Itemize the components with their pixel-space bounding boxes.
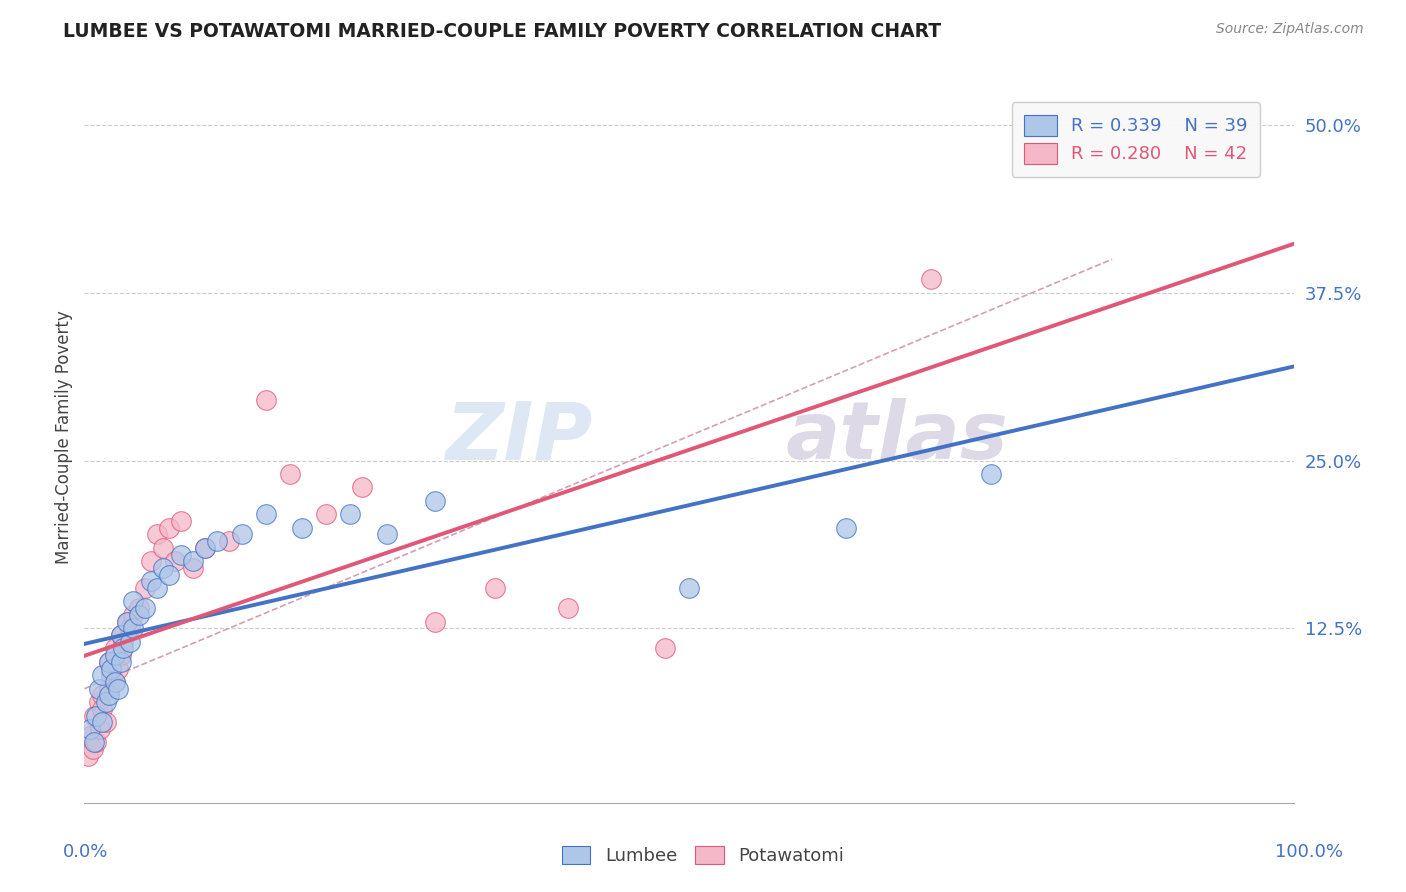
Point bbox=[79, 722, 101, 736]
Point bbox=[165, 554, 187, 568]
Point bbox=[146, 527, 169, 541]
Point bbox=[128, 607, 150, 622]
Point bbox=[97, 655, 120, 669]
Point bbox=[134, 601, 156, 615]
Legend: R = 0.339    N = 39, R = 0.280    N = 42: R = 0.339 N = 39, R = 0.280 N = 42 bbox=[1011, 103, 1260, 177]
Point bbox=[97, 681, 120, 696]
Point bbox=[678, 581, 700, 595]
Point bbox=[100, 662, 122, 676]
Point bbox=[139, 554, 162, 568]
Point bbox=[83, 735, 105, 749]
Point bbox=[120, 634, 142, 648]
Point bbox=[110, 628, 132, 642]
Point bbox=[121, 621, 143, 635]
Point bbox=[152, 541, 174, 555]
Point bbox=[484, 581, 506, 595]
Point bbox=[170, 548, 193, 562]
Point bbox=[181, 561, 204, 575]
Point bbox=[218, 534, 240, 549]
Point bbox=[157, 521, 180, 535]
Point bbox=[107, 662, 129, 676]
Point bbox=[115, 615, 138, 629]
Point bbox=[181, 554, 204, 568]
Point bbox=[207, 534, 229, 549]
Point bbox=[231, 527, 253, 541]
Point bbox=[423, 615, 446, 629]
Point bbox=[94, 695, 117, 709]
Point bbox=[134, 581, 156, 595]
Point bbox=[91, 689, 114, 703]
Y-axis label: Married-Couple Family Poverty: Married-Couple Family Poverty bbox=[55, 310, 73, 564]
Point bbox=[139, 574, 162, 589]
Point bbox=[91, 668, 114, 682]
Text: Source: ZipAtlas.com: Source: ZipAtlas.com bbox=[1216, 22, 1364, 37]
Point bbox=[110, 628, 132, 642]
Point bbox=[97, 655, 120, 669]
Point bbox=[194, 541, 217, 555]
Text: ZIP: ZIP bbox=[444, 398, 592, 476]
Point bbox=[94, 715, 117, 730]
Point bbox=[120, 621, 142, 635]
Point bbox=[104, 648, 127, 662]
Point bbox=[83, 708, 105, 723]
Point bbox=[77, 748, 100, 763]
Legend: Lumbee, Potawatomi: Lumbee, Potawatomi bbox=[553, 837, 853, 874]
Point bbox=[128, 601, 150, 615]
Point bbox=[87, 695, 110, 709]
Text: atlas: atlas bbox=[786, 398, 1008, 476]
Point bbox=[121, 594, 143, 608]
Point bbox=[86, 735, 108, 749]
Point bbox=[254, 508, 277, 522]
Point bbox=[146, 581, 169, 595]
Point bbox=[100, 668, 122, 682]
Text: 0.0%: 0.0% bbox=[63, 843, 108, 861]
Point bbox=[97, 689, 120, 703]
Point bbox=[82, 742, 104, 756]
Point bbox=[423, 493, 446, 508]
Point bbox=[194, 541, 217, 555]
Point bbox=[352, 480, 374, 494]
Point bbox=[86, 708, 108, 723]
Point bbox=[152, 561, 174, 575]
Point bbox=[79, 729, 101, 743]
Point bbox=[91, 702, 114, 716]
Point bbox=[157, 567, 180, 582]
Point bbox=[112, 634, 135, 648]
Point bbox=[980, 467, 1002, 481]
Point bbox=[104, 675, 127, 690]
Point bbox=[920, 272, 942, 286]
Point bbox=[110, 655, 132, 669]
Point bbox=[115, 615, 138, 629]
Text: 100.0%: 100.0% bbox=[1275, 843, 1343, 861]
Point bbox=[87, 681, 110, 696]
Point bbox=[254, 393, 277, 408]
Point bbox=[170, 514, 193, 528]
Point bbox=[89, 722, 111, 736]
Point bbox=[375, 527, 398, 541]
Point bbox=[315, 508, 337, 522]
Point bbox=[112, 641, 135, 656]
Point bbox=[278, 467, 301, 481]
Point bbox=[654, 641, 676, 656]
Text: LUMBEE VS POTAWATOMI MARRIED-COUPLE FAMILY POVERTY CORRELATION CHART: LUMBEE VS POTAWATOMI MARRIED-COUPLE FAMI… bbox=[63, 22, 942, 41]
Point bbox=[121, 607, 143, 622]
Point bbox=[104, 675, 127, 690]
Point bbox=[107, 681, 129, 696]
Point bbox=[104, 641, 127, 656]
Point bbox=[339, 508, 361, 522]
Point bbox=[91, 715, 114, 730]
Point bbox=[110, 648, 132, 662]
Point bbox=[835, 521, 858, 535]
Point bbox=[557, 601, 579, 615]
Point bbox=[291, 521, 314, 535]
